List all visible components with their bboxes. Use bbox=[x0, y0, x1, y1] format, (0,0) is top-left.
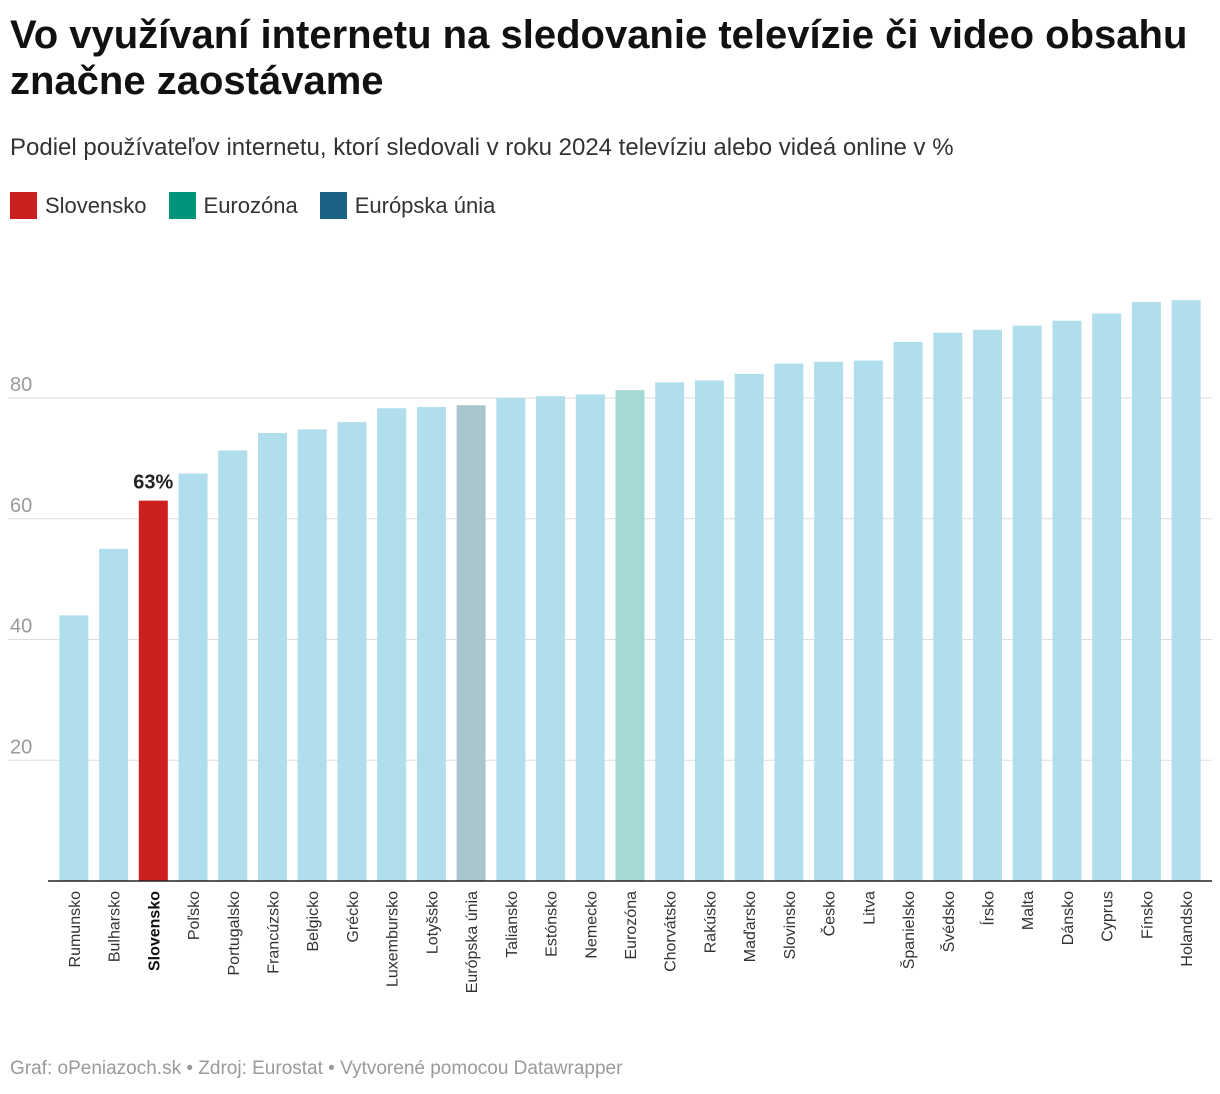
x-tick-label-26: Dánsko bbox=[1060, 891, 1077, 945]
x-tick-label-4: Poľsko bbox=[186, 891, 203, 940]
bar-4 bbox=[178, 473, 208, 881]
x-tick-label-27: Cyprus bbox=[1100, 891, 1117, 942]
bar-16 bbox=[655, 382, 685, 881]
data-label-1: 63% bbox=[133, 472, 173, 494]
bar-15 bbox=[615, 390, 645, 881]
legend-swatch-eu bbox=[319, 192, 347, 219]
x-tick-label-19: Slovinsko bbox=[782, 891, 799, 960]
x-tick-label-1: Rumunsko bbox=[67, 891, 84, 968]
x-tick-label-11: Európska únia bbox=[464, 891, 481, 993]
bar-7 bbox=[297, 429, 327, 881]
x-tick-label-24: Írsko bbox=[979, 891, 998, 926]
x-tick-label-8: Grécko bbox=[345, 891, 362, 943]
x-tick-label-2: Bulharsko bbox=[107, 891, 124, 962]
bar-11 bbox=[456, 405, 486, 881]
bar-8 bbox=[337, 422, 367, 881]
x-tick-label-14: Nemecko bbox=[583, 891, 600, 959]
bar-6 bbox=[257, 433, 287, 881]
bar-19 bbox=[774, 363, 804, 881]
bar-21 bbox=[853, 360, 883, 881]
x-tick-label-7: Belgicko bbox=[305, 891, 322, 952]
bar-17 bbox=[694, 380, 724, 881]
bar-chart: 20 40 60 80 Rumunsko Bulharsko Slovensko Poľsko… bbox=[8, 300, 1212, 993]
chart-footer: Graf: oPeniazoch.sk • Zdroj: Eurostat • … bbox=[10, 1058, 623, 1079]
x-tick-label-18: Maďarsko bbox=[742, 891, 759, 962]
bar-2 bbox=[99, 548, 129, 881]
bar-12 bbox=[496, 398, 526, 881]
bar-22 bbox=[893, 341, 923, 881]
bar-28 bbox=[1131, 302, 1161, 881]
bar-13 bbox=[536, 396, 566, 881]
bar-23 bbox=[933, 332, 963, 881]
legend-label-slovensko: Slovensko bbox=[45, 192, 147, 218]
x-tick-label-29: Holandsko bbox=[1179, 891, 1196, 967]
legend-item-slovensko: Slovensko bbox=[10, 192, 147, 219]
x-tick-label-10: Lotyšsko bbox=[424, 891, 441, 954]
bar-10 bbox=[416, 407, 446, 881]
legend: Slovensko Eurozóna Európska únia bbox=[10, 192, 517, 219]
legend-swatch-slovensko bbox=[10, 192, 37, 219]
x-tick-label-23: Švédsko bbox=[939, 891, 958, 952]
bar-3 bbox=[138, 500, 168, 881]
x-tick-label-15: Eurozóna bbox=[623, 891, 640, 960]
legend-swatch-eurozona bbox=[168, 192, 196, 219]
bar-29 bbox=[1171, 300, 1201, 881]
y-tick-label-20: 20 bbox=[10, 736, 32, 758]
bar-25 bbox=[1012, 325, 1042, 881]
x-tick-label-17: Rakúsko bbox=[702, 891, 719, 953]
y-tick-label-40: 40 bbox=[10, 616, 32, 638]
bar-5 bbox=[218, 450, 248, 881]
bar-18 bbox=[734, 373, 764, 881]
legend-label-eurozona: Eurozóna bbox=[203, 192, 298, 218]
x-tick-label-9: Luxembursko bbox=[385, 891, 402, 987]
chart-title: Vo využívaní internetu na sledovanie tel… bbox=[10, 13, 1188, 103]
bar-20 bbox=[814, 361, 844, 881]
x-tick-label-6: Francúzsko bbox=[265, 891, 282, 974]
legend-item-eu: Európska únia bbox=[319, 192, 496, 219]
x-tick-label-16: Chorvátsko bbox=[663, 891, 680, 972]
bar-26 bbox=[1052, 320, 1082, 882]
x-tick-label-12: Taliansko bbox=[504, 891, 521, 958]
legend-label-eu: Európska únia bbox=[354, 192, 496, 218]
x-tick-label-3: Slovensko bbox=[146, 891, 163, 971]
x-tick-label-25: Malta bbox=[1020, 891, 1037, 930]
y-tick-label-60: 60 bbox=[10, 495, 32, 517]
chart-subtitle: Podiel používateľov internetu, ktorí sle… bbox=[10, 134, 954, 161]
x-tick-label-28: Fínsko bbox=[1139, 891, 1156, 939]
x-tick-label-22: Španielsko bbox=[899, 891, 918, 969]
y-tick-label-80: 80 bbox=[10, 374, 32, 396]
bar-9 bbox=[377, 408, 407, 881]
x-tick-label-13: Estónsko bbox=[544, 891, 561, 957]
bar-27 bbox=[1092, 313, 1122, 882]
bar-1 bbox=[59, 615, 89, 881]
legend-item-eurozona: Eurozóna bbox=[168, 192, 298, 219]
bar-14 bbox=[575, 394, 605, 881]
bar-24 bbox=[973, 329, 1003, 881]
x-tick-label-21: Litva bbox=[861, 891, 878, 925]
x-tick-label-5: Portugalsko bbox=[226, 891, 243, 976]
x-tick-label-20: Česko bbox=[820, 891, 839, 936]
